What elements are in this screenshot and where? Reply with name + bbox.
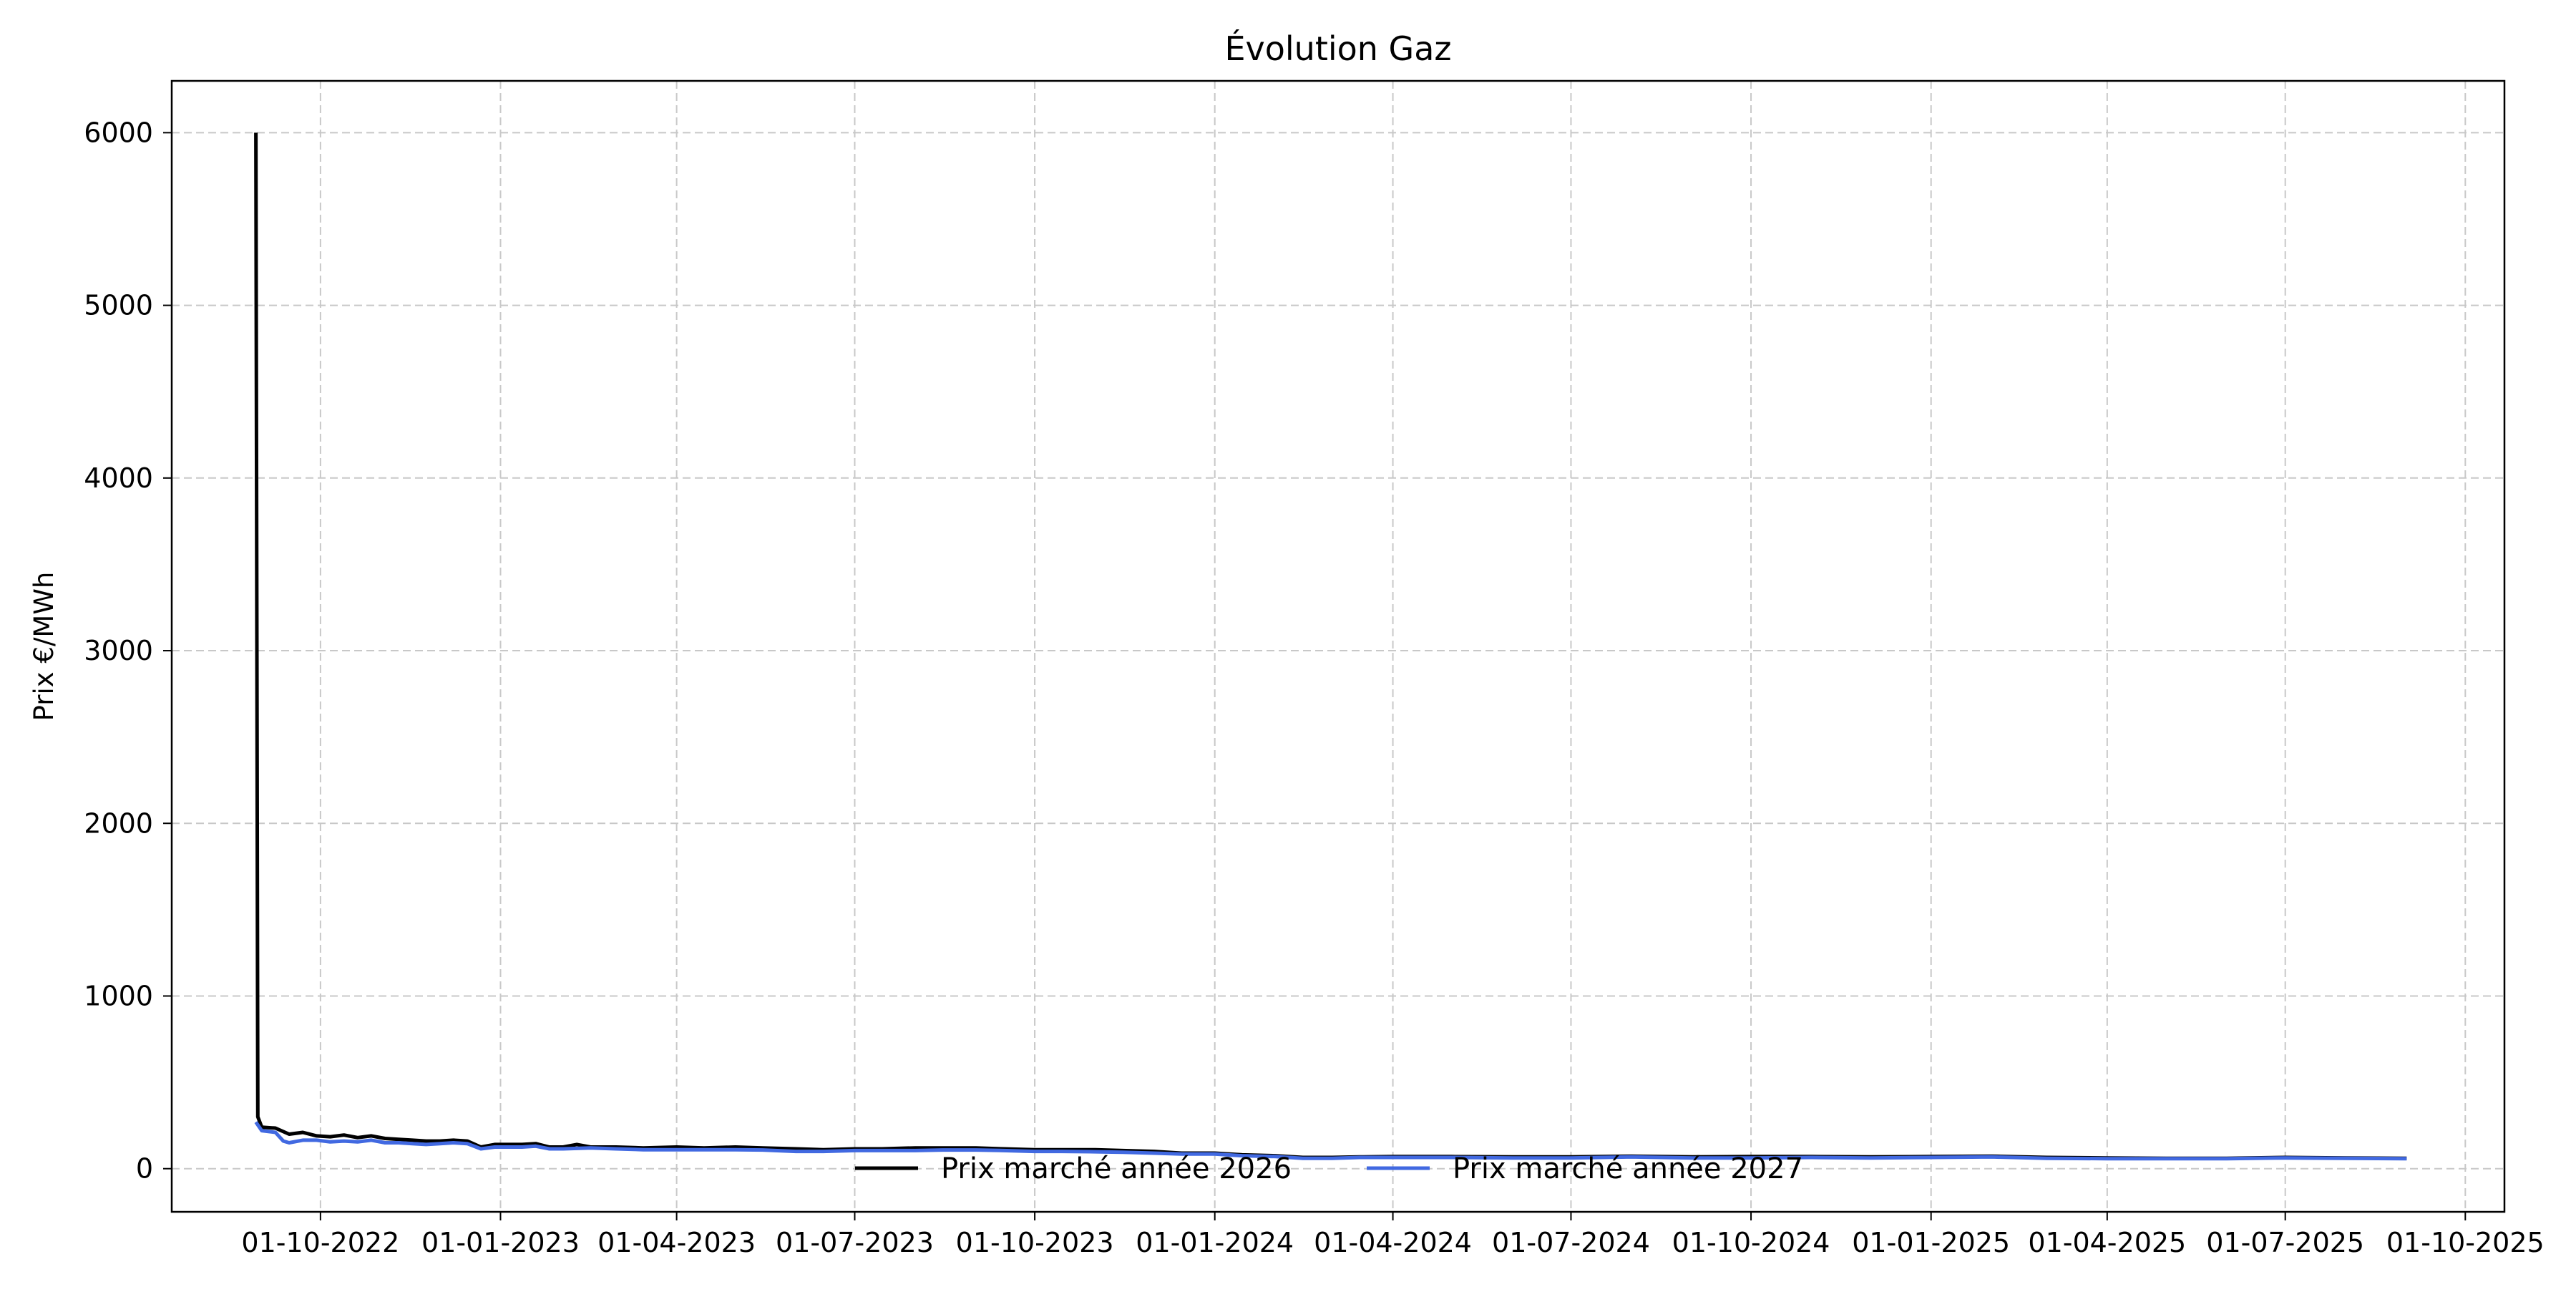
x-tick-label: 01-10-2023 bbox=[956, 1227, 1114, 1258]
x-axis: 01-10-2022 01-01-2023 01-04-2023 01-07-2023… bbox=[241, 1212, 2545, 1258]
y-tick-label: 1000 bbox=[84, 980, 153, 1011]
y-tick-label: 5000 bbox=[84, 290, 153, 321]
x-tick-label: 01-10-2024 bbox=[1672, 1227, 1830, 1258]
y-tick-label: 6000 bbox=[84, 117, 153, 148]
x-tick-label: 01-10-2022 bbox=[241, 1227, 399, 1258]
plot-frame bbox=[170, 79, 2506, 1213]
x-tick-label: 01-01-2025 bbox=[1852, 1227, 2010, 1258]
chart-title: Évolution Gaz bbox=[1224, 29, 1451, 68]
x-tick-label: 01-01-2024 bbox=[1136, 1227, 1294, 1258]
x-tick-label: 01-01-2023 bbox=[421, 1227, 580, 1258]
x-tick-label: 01-04-2023 bbox=[597, 1227, 756, 1258]
y-axis: 0 1000 2000 3000 4000 5000 6000 bbox=[84, 117, 172, 1185]
y-tick-label: 4000 bbox=[84, 462, 153, 494]
x-tick-label: 01-07-2024 bbox=[1492, 1227, 1650, 1258]
x-tick-label: 01-10-2025 bbox=[2386, 1227, 2545, 1258]
x-tick-label: 01-07-2023 bbox=[776, 1227, 934, 1258]
y-tick-label: 2000 bbox=[84, 807, 153, 839]
x-tick-label: 01-07-2025 bbox=[2206, 1227, 2364, 1258]
grid bbox=[172, 81, 2504, 1212]
series-line-2027 bbox=[254, 1121, 2407, 1161]
y-tick-label: 0 bbox=[136, 1153, 153, 1185]
legend-label-2027: Prix marché année 2027 bbox=[1453, 1152, 1803, 1185]
x-tick-label: 01-04-2025 bbox=[2028, 1227, 2186, 1258]
y-axis-label: Prix €/MWh bbox=[29, 572, 59, 722]
series-lines bbox=[254, 132, 2407, 1161]
legend-label-2026: Prix marché année 2026 bbox=[941, 1152, 1292, 1185]
x-tick-label: 01-04-2024 bbox=[1314, 1227, 1472, 1258]
legend: Prix marché année 2026 Prix marché année… bbox=[855, 1152, 1803, 1185]
y-tick-label: 3000 bbox=[84, 635, 153, 666]
